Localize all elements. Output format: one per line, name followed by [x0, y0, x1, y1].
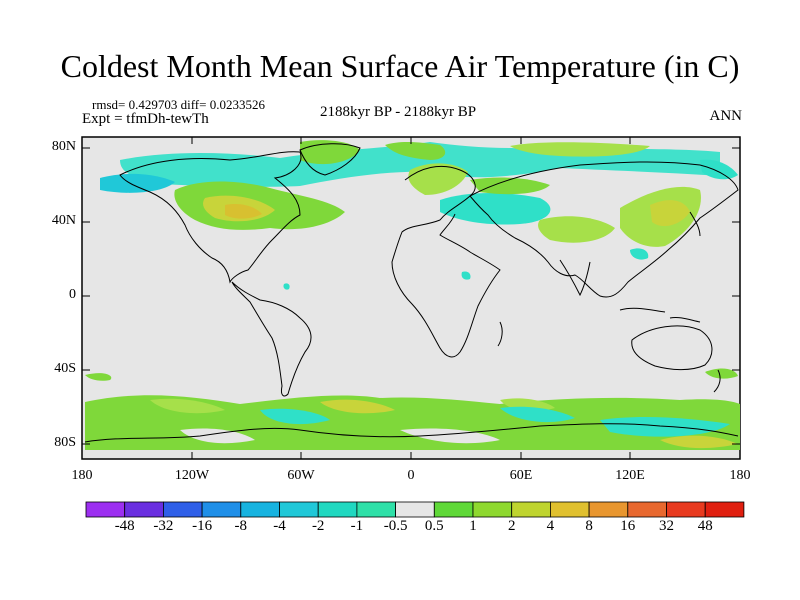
colorbar-swatch	[588, 501, 629, 518]
colorbar-label: 4	[546, 518, 555, 534]
colorbar-label: -48	[114, 518, 135, 534]
colorbar-label: 0.5	[424, 518, 444, 534]
colorbar-label: -32	[153, 518, 174, 534]
lon-label-120w: 120W	[174, 468, 210, 483]
colorbar-label: -4	[273, 518, 286, 534]
chart-title: Coldest Month Mean Surface Air Temperatu…	[60, 48, 740, 84]
colorbar-label: 8	[585, 518, 593, 534]
colorbar-swatch	[433, 501, 474, 518]
anomaly-patches	[85, 140, 740, 450]
colorbar-label: -0.5	[383, 518, 408, 534]
colorbar-swatch	[124, 501, 164, 518]
colorbar-swatch	[550, 501, 590, 518]
colorbar-swatch	[472, 501, 513, 518]
colorbar-swatch	[356, 501, 396, 518]
period-label: 2188kyr BP - 2188kyr BP	[320, 104, 477, 120]
colorbar-swatch	[511, 501, 551, 518]
lon-label-180w: 180	[71, 468, 93, 483]
colorbar-label: 2	[507, 518, 516, 534]
lat-label-40s: 40S	[54, 361, 76, 376]
colorbar-swatch	[704, 501, 745, 518]
colorbar-label: -16	[192, 518, 213, 534]
colorbar-label: 16	[620, 518, 636, 534]
colorbar-swatch	[279, 501, 319, 518]
lat-label-80s: 80S	[54, 435, 76, 450]
lon-label-60w: 60W	[287, 468, 315, 483]
colorbar-label: -1	[350, 518, 364, 534]
colorbar-label: -8	[234, 518, 248, 534]
lon-ticks	[81, 137, 741, 459]
colorbar-label: 48	[697, 518, 713, 534]
colorbar-swatch	[666, 501, 706, 518]
coastlines	[84, 143, 739, 443]
colorbar-swatch	[627, 501, 667, 518]
lat-label-0: 0	[69, 287, 76, 302]
colorbar-swatch	[317, 501, 358, 518]
stats-text: rmsd= 0.429703 diff= 0.0233526	[92, 97, 265, 112]
colorbar-label: 1	[469, 518, 477, 534]
season-label: ANN	[709, 108, 743, 124]
colorbar	[85, 501, 745, 518]
lat-label-40n: 40N	[51, 213, 76, 228]
lon-label-0: 0	[407, 468, 415, 483]
colorbar-swatch	[240, 501, 280, 518]
lat-ticks	[82, 147, 740, 445]
experiment-label: Expt = tfmDh-tewTh	[82, 111, 209, 127]
colorbar-swatch	[162, 501, 203, 518]
lat-label-80n: 80N	[51, 139, 76, 154]
lon-label-60e: 60E	[509, 468, 533, 483]
lon-label-120e: 120E	[615, 468, 645, 483]
colorbar-swatch	[395, 501, 435, 518]
colorbar-label: -2	[311, 518, 325, 534]
colorbar-swatch	[85, 501, 126, 518]
colorbar-swatch	[201, 501, 242, 518]
lon-label-180e: 180	[729, 468, 751, 483]
colorbar-label: 32	[659, 518, 674, 534]
